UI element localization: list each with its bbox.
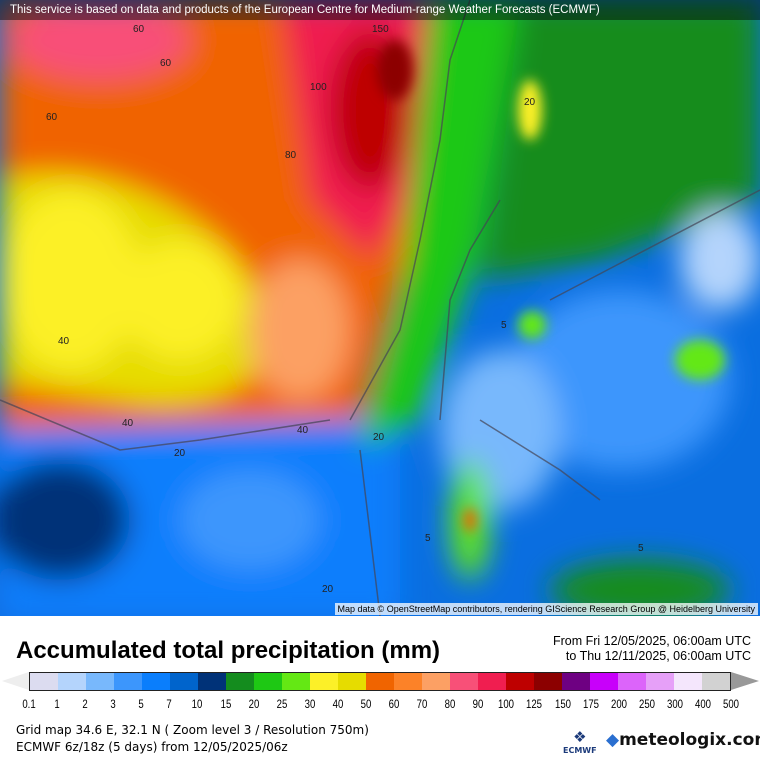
legend-title: Accumulated total precipitation (mm) [16,637,441,664]
contour-label: 40 [297,425,309,436]
color-scale-bar [29,672,731,691]
contour-label: 5 [501,320,507,331]
color-swatch [646,673,674,690]
color-swatch [338,673,366,690]
tick-label: 50 [360,697,372,711]
color-swatch [142,673,170,690]
color-swatch [702,673,730,690]
tick-label: 90 [472,697,484,711]
tick-label: 100 [498,697,515,711]
contour-label: 80 [285,150,297,161]
tick-label: 150 [554,697,571,711]
meteologix-logo[interactable]: ◆meteologix.com [606,730,760,750]
color-swatch [30,673,58,690]
time-from: From Fri 12/05/2025, 06:00am UTC [553,634,751,648]
contour-label: 60 [46,112,58,123]
tick-label: 500 [722,697,740,711]
tick-label: 5 [138,697,144,711]
contour-label: 40 [58,336,70,347]
tick-label: 30 [304,697,316,711]
contour-label: 5 [425,533,431,544]
tick-label: 400 [694,697,711,711]
contour-label: 150 [372,24,389,35]
tick-label: 200 [610,697,627,711]
ecmwf-logo: ❖ ECMWF [563,728,597,755]
time-range: From Fri 12/05/2025, 06:00am UTC to Thu … [553,634,751,664]
tick-label: 80 [444,697,456,711]
time-to: to Thu 12/11/2025, 06:00am UTC [565,649,751,663]
tick-label: 60 [388,697,400,711]
tick-label: 125 [526,697,543,711]
color-swatch [86,673,114,690]
tick-label: 3 [110,697,116,711]
tick-label: 40 [332,697,344,711]
tick-label: 250 [638,697,655,711]
contour-label: 20 [174,448,186,459]
color-swatch [394,673,422,690]
tick-label: 10 [192,697,203,711]
color-swatch [366,673,394,690]
color-swatch [114,673,142,690]
color-swatch [310,673,338,690]
tick-label: 7 [166,697,173,711]
color-swatch [254,673,282,690]
color-scale-ticks: 0.1 1 2 3 5 7 10 15 20 25 30 40 50 60 70 80 90 100 125 150 1… [22,697,759,711]
tick-label: 70 [416,697,428,711]
tick-label: 300 [666,697,683,711]
contour-label: 5 [638,543,644,554]
color-swatch [170,673,198,690]
contour-label: 60 [160,58,172,69]
tick-label: 0.1 [22,697,36,711]
color-swatch [198,673,226,690]
tick-label: 2 [82,697,88,711]
color-swatch [478,673,506,690]
color-swatch [590,673,618,690]
color-swatch [58,673,86,690]
color-swatch [226,673,254,690]
contour-label: 40 [122,418,134,429]
color-swatch [534,673,562,690]
color-swatch [674,673,702,690]
meteologix-icon: ◆ [606,730,620,750]
color-swatch [450,673,478,690]
legend-under-arrow [2,672,29,690]
contour-label: 20 [524,97,536,108]
color-swatch [618,673,646,690]
legend-over-arrow [731,672,759,690]
color-swatch [422,673,450,690]
color-swatch [506,673,534,690]
contour-label: 60 [133,24,145,35]
ecmwf-notice-banner: This service is based on data and produc… [0,0,760,20]
precipitation-map[interactable]: 60 60 60 100 80 40 40 40 20 20 5 5 5 20 … [0,0,760,616]
tick-label: 175 [582,697,599,711]
tick-label: 15 [220,697,231,711]
tick-label: 20 [248,697,259,711]
contour-label: 20 [322,584,334,595]
model-info: ECMWF 6z/18z (5 days) from 12/05/2025/06… [16,740,288,754]
tick-label: 1 [54,697,60,711]
color-swatch [562,673,590,690]
contour-label: 20 [373,432,385,443]
precipitation-field [0,0,760,616]
color-swatch [282,673,310,690]
grid-info: Grid map 34.6 E, 32.1 N ( Zoom level 3 /… [16,723,369,737]
map-attribution: Map data © OpenStreetMap contributors, r… [334,603,758,615]
tick-label: 25 [276,697,288,711]
contour-label: 100 [310,82,327,93]
